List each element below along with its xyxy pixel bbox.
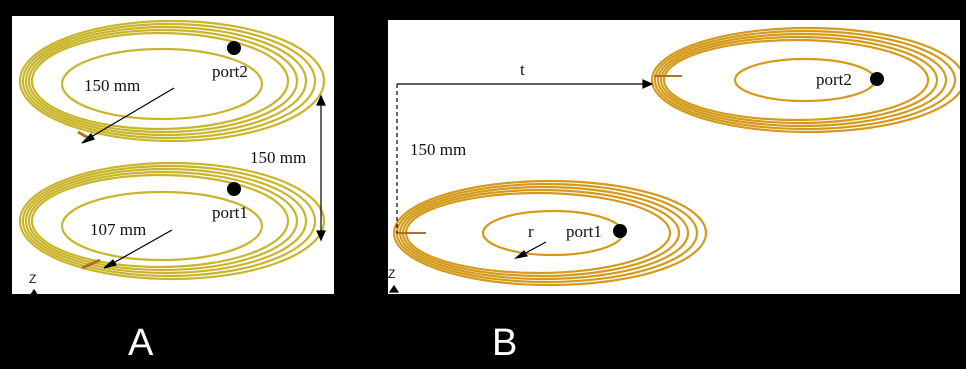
- bottom-port-marker: [613, 224, 627, 238]
- bottom-port-marker: [227, 182, 241, 196]
- top-port-label: port2: [816, 70, 852, 89]
- bottom-coil-turn: [401, 188, 681, 278]
- top-coil-turn: [18, 19, 326, 143]
- top-coil-turn: [656, 32, 948, 128]
- panel-a: 150 mm port2 150 mm 107 mm port1 Z: [12, 16, 334, 294]
- top-coil-turn: [662, 38, 930, 122]
- top-coil-turn: [659, 35, 939, 125]
- top-port-marker: [227, 41, 241, 55]
- top-coil-inner-loop: [60, 47, 264, 121]
- z-axis-arrowhead: [388, 284, 400, 293]
- bottom-coil-inner-loop: [60, 190, 264, 262]
- top-coil-inner-loop: [733, 57, 877, 103]
- top-coil-turn: [27, 28, 299, 134]
- bottom-radius-arrowhead: [103, 259, 117, 269]
- top-radius-arrowhead: [81, 133, 95, 144]
- bottom-coil-turn: [392, 179, 708, 287]
- top-coil-turn: [21, 22, 317, 140]
- panel-a-letter: A: [128, 322, 154, 364]
- radius-arrowhead: [513, 250, 528, 259]
- bottom-coil-turn: [395, 182, 699, 284]
- z-axis-label: Z: [29, 272, 37, 286]
- bottom-coil-turn: [27, 170, 299, 272]
- offset-arrowhead: [642, 79, 654, 89]
- bottom-coil-feed: [81, 258, 101, 270]
- top-radius-arrow: [85, 87, 175, 141]
- panel-b-drawing: [388, 26, 960, 293]
- separation-arrowhead-top: [316, 94, 326, 106]
- top-port-marker: [870, 72, 884, 86]
- panel-a-drawing: [18, 19, 326, 294]
- z-axis-label: Z: [388, 267, 396, 281]
- top-coil-turn: [650, 26, 960, 134]
- bottom-coil-inner-loop: [481, 209, 625, 257]
- bottom-radius-label: 107 mm: [90, 220, 147, 239]
- bottom-coil-turn: [30, 173, 290, 269]
- bottom-coil-turn: [404, 191, 672, 275]
- bottom-coil-turn: [18, 161, 326, 281]
- panel-b-letter: B: [492, 322, 518, 364]
- z-axis-arrowhead: [30, 288, 38, 294]
- bottom-port-label: port1: [212, 203, 248, 222]
- bottom-coil-turn: [24, 167, 308, 275]
- top-coil-turn: [24, 25, 308, 137]
- top-port-label: port2: [212, 62, 248, 81]
- top-coil-turn: [30, 31, 290, 131]
- height-label: 150 mm: [410, 140, 467, 159]
- bottom-coil-turn: [21, 164, 317, 278]
- bottom-radius-arrow: [107, 229, 173, 267]
- panel-b: t 150 mm port2 r port1 Z: [388, 20, 960, 294]
- bottom-port-label: port1: [566, 222, 602, 241]
- separation-arrowhead-bottom: [316, 230, 326, 242]
- radius-label: r: [528, 222, 534, 241]
- separation-label: 150 mm: [250, 148, 307, 167]
- top-radius-label: 150 mm: [84, 76, 141, 95]
- offset-label: t: [520, 60, 525, 79]
- bottom-coil-turn: [398, 185, 690, 281]
- top-coil-turn: [653, 29, 957, 131]
